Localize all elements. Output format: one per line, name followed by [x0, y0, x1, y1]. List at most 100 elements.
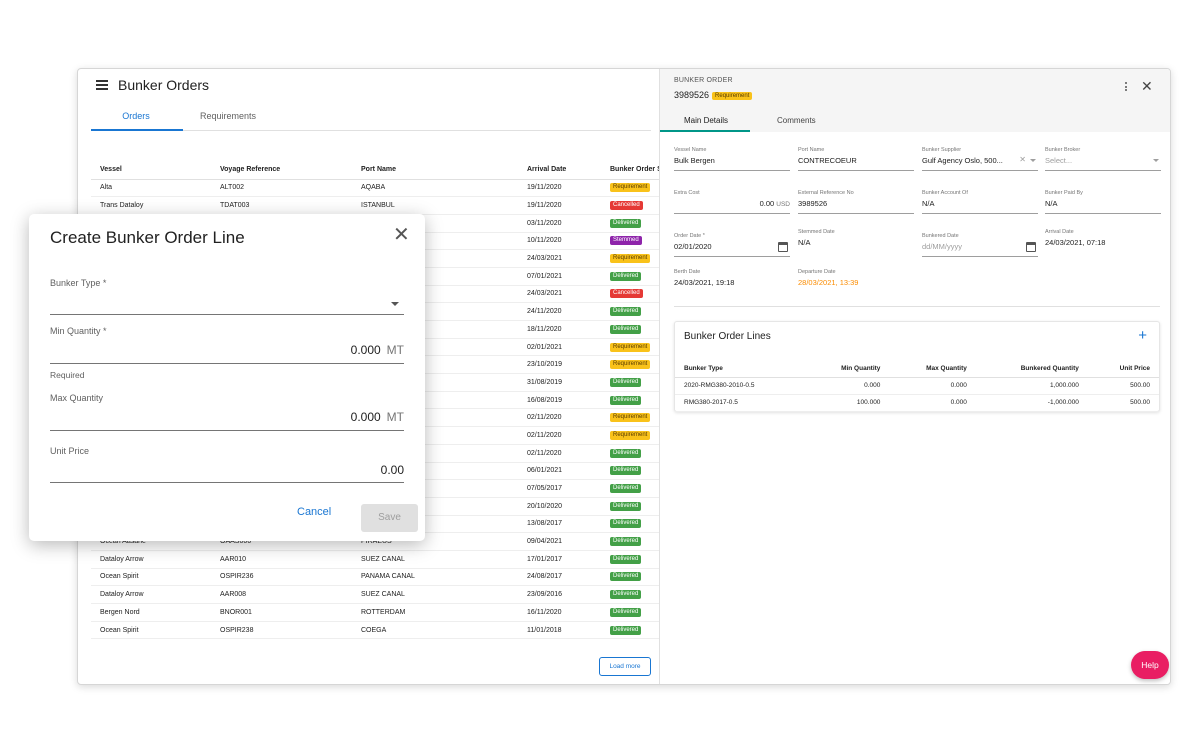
- cell-arrival-date: 24/08/2017: [518, 568, 601, 587]
- bunker-account-of-field[interactable]: Bunker Account Of N/A: [922, 190, 1038, 214]
- clear-icon[interactable]: ✕: [1019, 155, 1026, 164]
- status-badge: Delivered: [610, 271, 642, 281]
- load-more-button[interactable]: Load more: [599, 657, 651, 676]
- cell-voyage-reference: OSPIR236: [211, 568, 352, 587]
- status-badge: Delivered: [610, 466, 642, 476]
- field-value: 02/01/2020: [674, 242, 712, 251]
- cancel-button[interactable]: Cancel: [297, 506, 332, 518]
- table-row[interactable]: Alta ALT002 AQABA 19/11/2020 Requirement: [91, 179, 671, 198]
- table-row[interactable]: Ocean Aasane OAAS006 PIRAEUS 09/04/2021 Deli…: [91, 532, 671, 551]
- col-header-bunkered-quantity: Bunkered Quantity: [975, 360, 1088, 378]
- status-badge: Delivered: [610, 377, 642, 387]
- col-header-bunker-type: Bunker Type: [675, 360, 806, 378]
- cell-status: Delivered: [601, 603, 671, 622]
- validation-hint: Required: [50, 370, 85, 380]
- col-header-vessel[interactable]: Vessel: [91, 161, 211, 180]
- external-reference-field[interactable]: External Reference No 3989526: [798, 190, 914, 214]
- table-row[interactable]: Bergen Nord BNOR001 ROTTERDAM 16/11/2020 Del…: [91, 603, 671, 622]
- col-header-voyage-reference[interactable]: Voyage Reference: [211, 161, 352, 180]
- min-quantity-input[interactable]: Min Quantity * 0.000 MT: [50, 326, 404, 364]
- tab-main-details[interactable]: Main Details: [684, 116, 729, 125]
- cell-arrival-date: 16/11/2020: [518, 603, 601, 622]
- table-row[interactable]: Dataloy Arrow AAR010 SUEZ CANAL 17/01/2017 D…: [91, 550, 671, 569]
- cell-status: Stemmed: [601, 232, 671, 251]
- status-badge: Delivered: [610, 537, 642, 547]
- cell-port-name: SUEZ CANAL: [352, 550, 518, 569]
- col-header-bunker-order-status[interactable]: Bunker Order S: [601, 161, 671, 180]
- col-header-port-name[interactable]: Port Name: [352, 161, 518, 180]
- status-badge: Delivered: [610, 607, 642, 617]
- field-label: Min Quantity *: [50, 326, 107, 336]
- divider: [674, 306, 1160, 307]
- extra-cost-field[interactable]: Extra Cost 0.00 USD: [674, 190, 790, 214]
- field-label: Bunker Account Of: [922, 190, 968, 196]
- cell-status: Delivered: [601, 320, 671, 339]
- cell-arrival-date: 18/11/2020: [518, 320, 601, 339]
- status-badge: Requirement: [610, 342, 651, 352]
- col-header-arrival-date[interactable]: Arrival Date: [518, 161, 601, 180]
- cell-status: Requirement: [601, 249, 671, 268]
- cell-arrival-date: 24/03/2021: [518, 285, 601, 304]
- field-label: Port Name: [798, 147, 825, 153]
- cell-unit-price: 500.00: [1087, 377, 1159, 395]
- cell-status: Requirement: [601, 408, 671, 428]
- more-vert-icon[interactable]: [1123, 82, 1129, 94]
- bunker-supplier-select[interactable]: Bunker Supplier Gulf Agency Oslo, 500...…: [922, 147, 1038, 171]
- chevron-down-icon[interactable]: [1153, 159, 1159, 162]
- cell-status: Delivered: [601, 568, 671, 587]
- calendar-icon[interactable]: [1026, 242, 1036, 252]
- cell-arrival-date: 17/01/2017: [518, 550, 601, 569]
- order-date-field[interactable]: Order Date * 02/01/2020: [674, 233, 790, 257]
- cell-arrival-date: 02/11/2020: [518, 408, 601, 428]
- active-tab-indicator: [91, 129, 183, 131]
- field-value: Bulk Bergen: [674, 156, 715, 165]
- status-badge: Delivered: [610, 501, 642, 511]
- field-placeholder: dd/MM/yyyy: [922, 242, 963, 251]
- close-icon[interactable]: ✕: [1141, 78, 1153, 94]
- bunker-paid-by-field[interactable]: Bunker Paid By N/A: [1045, 190, 1161, 214]
- port-name-field[interactable]: Port Name CONTRECOEUR: [798, 147, 914, 171]
- cell-voyage-reference: OSPIR238: [211, 621, 352, 640]
- table-row[interactable]: Ocean Spirit OSPIR238 COEGA 11/01/2018 Deliv…: [91, 621, 671, 640]
- status-badge: Cancelled: [610, 289, 643, 299]
- cell-status: Delivered: [601, 497, 671, 516]
- cell-status: Delivered: [601, 302, 671, 321]
- chevron-down-icon[interactable]: [1030, 159, 1036, 162]
- vessel-name-field[interactable]: Vessel Name Bulk Bergen: [674, 147, 790, 171]
- bunker-type-select[interactable]: Bunker Type *: [50, 278, 404, 315]
- table-row[interactable]: Dataloy Arrow AAR008 SUEZ CANAL 23/09/2016 D…: [91, 585, 671, 604]
- cell-status: Delivered: [601, 532, 671, 551]
- cell-voyage-reference: BNOR001: [211, 603, 352, 622]
- close-icon[interactable]: ✕: [393, 224, 410, 246]
- add-icon[interactable]: +: [1138, 327, 1147, 344]
- active-tab-indicator: [660, 130, 750, 132]
- cell-status: Delivered: [601, 585, 671, 604]
- chevron-down-icon[interactable]: [391, 302, 399, 306]
- cell-arrival-date: 02/11/2020: [518, 444, 601, 463]
- cell-arrival-date: 19/11/2020: [518, 179, 601, 198]
- unit-price-input[interactable]: Unit Price 0.00: [50, 446, 404, 483]
- bunker-order-lines-title: Bunker Order Lines: [684, 331, 771, 342]
- status-badge: Cancelled: [610, 201, 643, 211]
- cell-vessel: Trans Dataloy: [91, 196, 211, 215]
- table-row[interactable]: RMG380-2017-0.5 100.000 0.000 -1,000.000 500…: [675, 394, 1159, 412]
- tab-orders[interactable]: Orders: [122, 111, 150, 121]
- menu-icon[interactable]: [96, 80, 108, 90]
- cell-bunker-type: RMG380-2017-0.5: [675, 394, 806, 412]
- detail-header-label: BUNKER ORDER: [674, 77, 733, 84]
- bunker-broker-select[interactable]: Bunker Broker Select...: [1045, 147, 1161, 171]
- tab-requirements[interactable]: Requirements: [199, 111, 257, 121]
- cell-min-quantity: 100.000: [805, 394, 890, 412]
- table-row[interactable]: Trans Dataloy TDAT003 ISTANBUL 19/11/2020 Ca…: [91, 196, 671, 215]
- bunkered-date-field[interactable]: Bunkered Date dd/MM/yyyy: [922, 233, 1038, 257]
- field-value: 28/03/2021, 13:39: [798, 278, 859, 287]
- table-row[interactable]: 2020-RMG380-2010-0.5 0.000 0.000 1,000.000 5…: [675, 377, 1159, 395]
- help-button[interactable]: Help: [1131, 651, 1169, 679]
- save-button[interactable]: Save: [361, 504, 418, 532]
- max-quantity-input[interactable]: Max Quantity 0.000 MT: [50, 393, 404, 431]
- tab-comments[interactable]: Comments: [777, 116, 816, 125]
- field-value: 0.000 MT: [351, 343, 404, 357]
- calendar-icon[interactable]: [778, 242, 788, 252]
- table-row[interactable]: Ocean Spirit OSPIR236 PANAMA CANAL 24/08/20…: [91, 568, 671, 587]
- field-label: Order Date *: [674, 233, 705, 239]
